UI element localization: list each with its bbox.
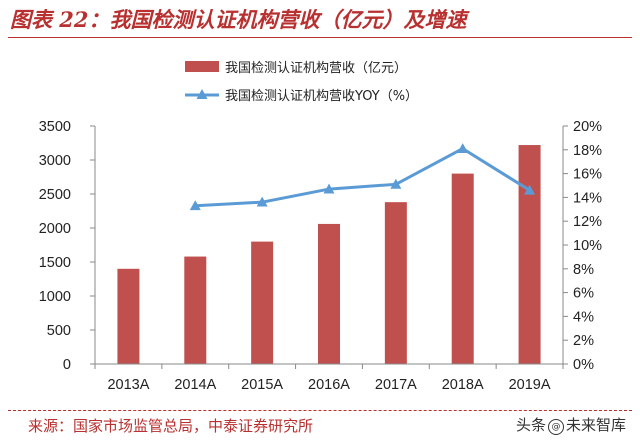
left-tick-label: 3500	[39, 119, 71, 135]
legend-bar-label: 我国检测认证机构营收（亿元）	[225, 61, 407, 76]
right-tick-label: 10%	[573, 238, 602, 254]
bar-2013A	[117, 268, 140, 364]
yoy-marker-2018A	[457, 143, 469, 154]
yoy-marker-2016A	[323, 183, 335, 194]
title-divider	[8, 37, 632, 38]
x-tick-label-2014A: 2014A	[174, 377, 216, 393]
bar-2017A	[384, 202, 407, 364]
x-tick-label-2017A: 2017A	[375, 377, 417, 393]
legend-line-label: 我国检测认证机构营收YOY（%）	[225, 89, 418, 104]
yoy-marker-2014A	[189, 200, 201, 211]
legend: 我国检测认证机构营收（亿元） 我国检测认证机构营收YOY（%）	[185, 61, 418, 104]
x-tick-label-2016A: 2016A	[308, 377, 350, 393]
axes: 0 500 1000 1500 2000 2500 3000 3500 0% 2% 4% 6% 8% 10…	[39, 119, 602, 393]
x-tick-label-2015A: 2015A	[241, 377, 283, 393]
figure-title: 图表 22：我国检测认证机构营收（亿元）及增速	[10, 7, 467, 32]
source-note: 来源：国家市场监管总局，中泰证券研究所	[28, 417, 314, 435]
right-tick-label: 20%	[573, 119, 602, 135]
left-tick-label: 500	[47, 323, 71, 339]
yoy-marker-2019A	[524, 184, 536, 195]
yoy-marker-2015A	[256, 196, 268, 207]
legend-line-marker	[196, 89, 208, 99]
right-tick-label: 16%	[573, 167, 602, 183]
bar-series	[117, 145, 541, 364]
right-tick-label: 14%	[573, 190, 602, 206]
bar-2018A	[451, 173, 474, 364]
source-divider	[8, 410, 632, 411]
yoy-marker-2017A	[390, 178, 402, 189]
right-tick-label: 4%	[573, 309, 594, 325]
watermark-prefix: 头条	[515, 416, 546, 434]
right-tick-label: 0%	[573, 357, 594, 373]
left-tick-label: 2000	[39, 221, 71, 237]
left-tick-label: 2500	[39, 187, 71, 203]
line-series	[189, 143, 536, 211]
left-tick-label: 3000	[39, 153, 71, 169]
left-tick-label: 1500	[39, 255, 71, 271]
right-tick-label: 6%	[573, 286, 594, 302]
right-tick-label: 18%	[573, 143, 602, 159]
watermark: 头条 @ 未来智库	[516, 414, 626, 435]
right-tick-label: 12%	[573, 214, 602, 230]
left-tick-label: 0	[63, 357, 71, 373]
bar-2015A	[251, 241, 274, 364]
x-tick-label-2019A: 2019A	[509, 377, 551, 393]
watermark-handle: 未来智库	[565, 416, 626, 434]
x-tick-label-2013A: 2013A	[107, 377, 149, 393]
right-tick-label: 8%	[573, 262, 594, 278]
bar-2019A	[518, 145, 541, 364]
right-tick-label: 2%	[573, 333, 594, 349]
bar-2014A	[184, 256, 207, 364]
bar-2016A	[318, 223, 340, 364]
yoy-line	[195, 147, 531, 208]
x-tick-label-2018A: 2018A	[442, 377, 484, 393]
revenue-chart: 我国检测认证机构营收（亿元） 我国检测认证机构营收YOY（%） 0 500 1000 1…	[39, 61, 602, 393]
left-tick-label: 1000	[39, 289, 71, 305]
at-icon: @	[547, 419, 564, 435]
legend-bar-swatch	[185, 61, 219, 72]
